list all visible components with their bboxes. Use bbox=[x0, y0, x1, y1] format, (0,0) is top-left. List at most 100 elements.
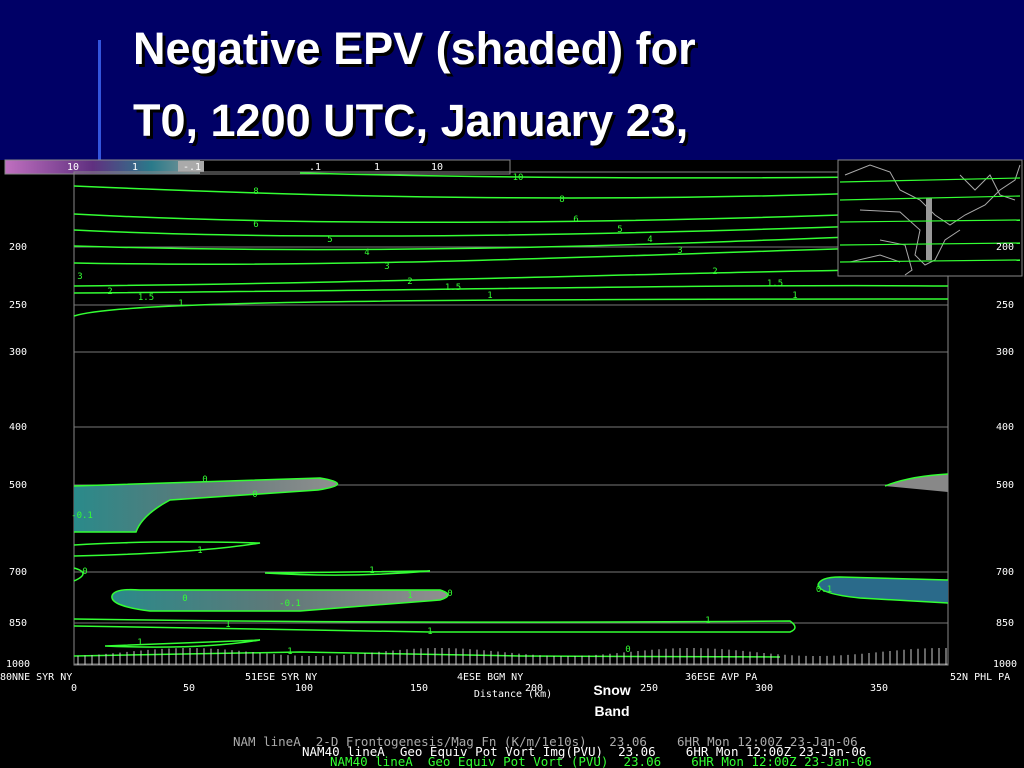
footer-line: NAM lineA 2-D Frontogenesis/Mag Fn (K/m/… bbox=[233, 734, 858, 749]
contour-label: 4 bbox=[647, 235, 652, 245]
contour-label: 1 bbox=[792, 291, 797, 301]
title-bar bbox=[0, 0, 1024, 160]
x-tick-label: 350 bbox=[870, 683, 888, 694]
contour-line bbox=[817, 576, 949, 604]
shaded-region bbox=[74, 478, 338, 532]
y-tick-label: 200 bbox=[996, 242, 1014, 253]
contour-label: 1 bbox=[137, 638, 142, 648]
station-label: 52N PHL PA bbox=[950, 672, 1010, 683]
contour-label: 1 bbox=[487, 291, 492, 301]
contour-line bbox=[73, 245, 949, 265]
contour-label: 3 bbox=[384, 262, 389, 272]
y-tick-label: 200 bbox=[9, 242, 27, 253]
station-label: 36ESE AVP PA bbox=[685, 672, 757, 683]
contour-label: 3 bbox=[677, 246, 682, 256]
contour-line bbox=[73, 541, 261, 557]
contour-label: 10 bbox=[513, 173, 524, 183]
shading bbox=[74, 474, 948, 611]
map-band bbox=[926, 198, 932, 260]
contour-label: 5 bbox=[327, 235, 332, 245]
contour-label: 6 bbox=[573, 215, 578, 225]
y-tick-label: 1000 bbox=[993, 659, 1017, 670]
contour-label: 1 bbox=[407, 591, 412, 601]
contour-label: 5 bbox=[617, 225, 622, 235]
contour-label: 1 bbox=[705, 616, 710, 626]
y-tick-label: 400 bbox=[996, 422, 1014, 433]
x-tick-label: 200 bbox=[525, 683, 543, 694]
color-bar-box bbox=[178, 161, 204, 172]
contour-label: 1 bbox=[287, 647, 292, 657]
y-tick-label: 1000 bbox=[6, 659, 30, 670]
contour-label: 1.5 bbox=[767, 279, 783, 289]
contour-line bbox=[884, 473, 949, 487]
map-contours bbox=[839, 177, 1021, 263]
color-bar-label: .1 bbox=[309, 162, 321, 173]
color-bar-label: 1 bbox=[374, 162, 380, 173]
x-tick-label: 300 bbox=[755, 683, 773, 694]
y-tick-label: 300 bbox=[9, 347, 27, 358]
contour-label: 1 bbox=[369, 566, 374, 576]
y-tick-label: 500 bbox=[9, 480, 27, 491]
contour-label: -0.1 bbox=[279, 599, 301, 609]
contour-label: 8 bbox=[559, 195, 564, 205]
contour-line bbox=[73, 477, 339, 533]
title-line: T0, 1200 UTC, January 23, bbox=[133, 95, 688, 146]
contours bbox=[73, 172, 949, 658]
contour-label: 8 bbox=[253, 187, 258, 197]
contour-label: -0.1 bbox=[71, 511, 93, 521]
y-tick-label: 700 bbox=[996, 567, 1014, 578]
contour-line bbox=[73, 232, 949, 251]
contour-line bbox=[73, 298, 949, 317]
y-tick-label: 700 bbox=[9, 567, 27, 578]
contour-line bbox=[73, 268, 949, 287]
y-tick-label: 250 bbox=[996, 300, 1014, 311]
x-axis-title: Distance (km) bbox=[474, 689, 552, 700]
contour-line bbox=[73, 284, 949, 294]
contour-label: 0 bbox=[202, 475, 207, 485]
contour-line bbox=[73, 210, 949, 224]
title-accent bbox=[98, 40, 101, 160]
contour-label: 3 bbox=[77, 272, 82, 282]
color-bar-label: 10 bbox=[431, 162, 443, 173]
station-label: 51ESE SYR NY bbox=[245, 672, 317, 683]
contour-label: 0 bbox=[625, 645, 630, 655]
color-bar-label: 10 bbox=[67, 162, 79, 173]
color-bar-label: 1 bbox=[132, 162, 138, 173]
contour-label: 1 bbox=[178, 299, 183, 309]
contour-label: 4 bbox=[364, 248, 369, 258]
x-tick-label: 250 bbox=[640, 683, 658, 694]
station-label: 4ESE BGM NY bbox=[457, 672, 523, 683]
contour-line bbox=[111, 588, 449, 612]
contour-label: 0.1 bbox=[816, 585, 832, 595]
contour-label: 1 bbox=[427, 627, 432, 637]
contour-label: 6 bbox=[253, 220, 258, 230]
y-tick-label: 500 bbox=[996, 480, 1014, 491]
plot-frame bbox=[73, 171, 949, 666]
contour-label: 0 bbox=[82, 567, 87, 577]
color-bar-frame bbox=[4, 159, 511, 175]
x-tick-label: 100 bbox=[295, 683, 313, 694]
annotation: Snow bbox=[593, 682, 630, 698]
y-tick-label: 250 bbox=[9, 300, 27, 311]
footer-line: NAM40 lineA Geo Equiv Pot Vort (PVU) 23.… bbox=[330, 754, 872, 768]
contour-line bbox=[73, 618, 796, 633]
x-tick-label: 50 bbox=[183, 683, 195, 694]
contour-label: 2 bbox=[712, 267, 717, 277]
title-line: Negative EPV (shaded) for bbox=[133, 23, 696, 74]
station-label: 80NNE SYR NY bbox=[0, 672, 72, 683]
y-tick-label: 400 bbox=[9, 422, 27, 433]
contour-label: 1 bbox=[225, 620, 230, 630]
contour-label: 2 bbox=[407, 277, 412, 287]
contour-label: 1.5 bbox=[445, 283, 461, 293]
x-tick-label: 0 bbox=[71, 683, 77, 694]
color-bar bbox=[5, 160, 200, 174]
annotation: Band bbox=[595, 703, 630, 719]
contour-label: 0 bbox=[252, 490, 257, 500]
contour-label: 1.5 bbox=[138, 293, 154, 303]
contour-line bbox=[73, 222, 949, 237]
contour-label: 0 bbox=[182, 594, 187, 604]
contour-label: 2 bbox=[107, 287, 112, 297]
contour-line bbox=[73, 185, 949, 199]
